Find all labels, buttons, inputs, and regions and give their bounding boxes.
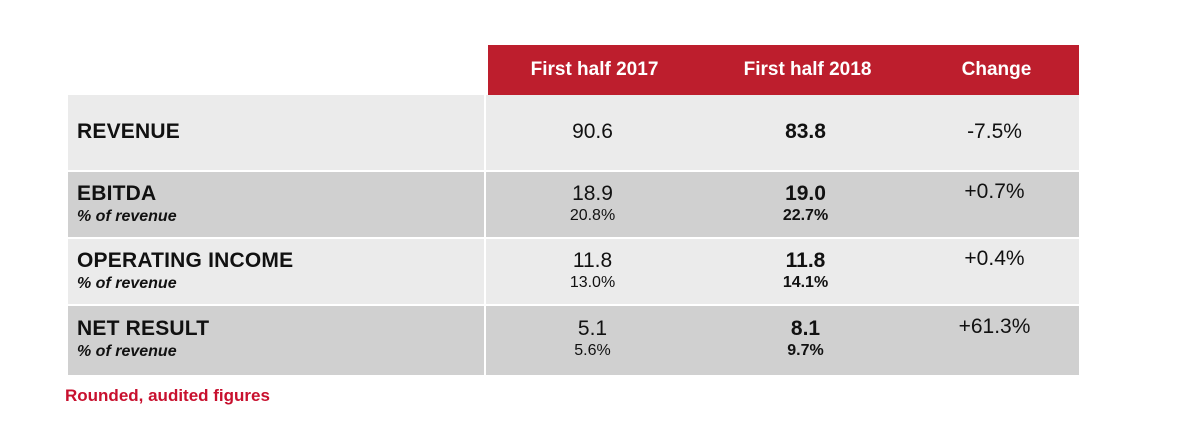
pct-2017: 20.8%	[569, 207, 616, 224]
table-row-operating-income: OPERATING INCOME % of revenue 11.8 13.0%…	[68, 237, 1079, 304]
cell-2018: 11.8 14.1%	[699, 239, 912, 304]
cell-2017: 11.8 13.0%	[486, 239, 699, 304]
value-change: +0.7%	[964, 180, 1025, 203]
value-change: -7.5%	[967, 120, 1022, 143]
value-2017: 18.9	[572, 182, 613, 205]
row-label: EBITDA	[77, 182, 157, 205]
footnote: Rounded, audited figures	[65, 386, 270, 405]
cell-2018: 83.8	[699, 95, 912, 170]
value-2018: 11.8	[785, 249, 826, 272]
table-row-revenue: REVENUE 90.6 83.8 -7.5%	[68, 95, 1079, 170]
row-label: REVENUE	[77, 120, 180, 143]
row-label: OPERATING INCOME	[77, 249, 294, 272]
cell-change: +0.4%	[912, 239, 1077, 304]
cell-2017: 90.6	[486, 95, 699, 170]
header-first-half-2017: First half 2017	[530, 59, 659, 80]
header-first-half-2018: First half 2018	[743, 59, 872, 80]
value-2018: 8.1	[790, 317, 821, 340]
value-2017: 90.6	[572, 120, 613, 143]
pct-2018: 22.7%	[782, 207, 829, 224]
row-label-cell: OPERATING INCOME % of revenue	[68, 239, 486, 304]
row-sublabel: % of revenue	[77, 343, 177, 360]
pct-2018: 14.1%	[782, 274, 829, 291]
row-label: NET RESULT	[77, 317, 210, 340]
value-2018: 83.8	[785, 120, 826, 143]
cell-change: +0.7%	[912, 172, 1077, 237]
table-header: First half 2017 First half 2018 Change	[488, 45, 1079, 95]
row-sublabel: % of revenue	[77, 275, 177, 292]
financial-results-table: First half 2017 First half 2018 Change R…	[68, 45, 1079, 375]
row-label-cell: EBITDA % of revenue	[68, 172, 486, 237]
table-row-net-result: NET RESULT % of revenue 5.1 5.6% 8.1 9.7…	[68, 304, 1079, 375]
cell-change: +61.3%	[912, 306, 1077, 375]
table-row-ebitda: EBITDA % of revenue 18.9 20.8% 19.0 22.7…	[68, 170, 1079, 237]
pct-2018: 9.7%	[787, 342, 824, 359]
row-sublabel: % of revenue	[77, 208, 177, 225]
value-change: +61.3%	[958, 315, 1031, 338]
value-2017: 11.8	[572, 249, 613, 272]
value-2018: 19.0	[785, 182, 826, 205]
row-label-cell: REVENUE	[68, 95, 486, 170]
row-label-cell: NET RESULT % of revenue	[68, 306, 486, 375]
cell-2017: 18.9 20.8%	[486, 172, 699, 237]
cell-2018: 19.0 22.7%	[699, 172, 912, 237]
pct-2017: 5.6%	[574, 342, 611, 359]
cell-2017: 5.1 5.6%	[486, 306, 699, 375]
cell-2018: 8.1 9.7%	[699, 306, 912, 375]
value-change: +0.4%	[964, 247, 1025, 270]
cell-change: -7.5%	[912, 95, 1077, 170]
pct-2017: 13.0%	[569, 274, 616, 291]
value-2017: 5.1	[577, 317, 608, 340]
header-change: Change	[961, 59, 1032, 80]
